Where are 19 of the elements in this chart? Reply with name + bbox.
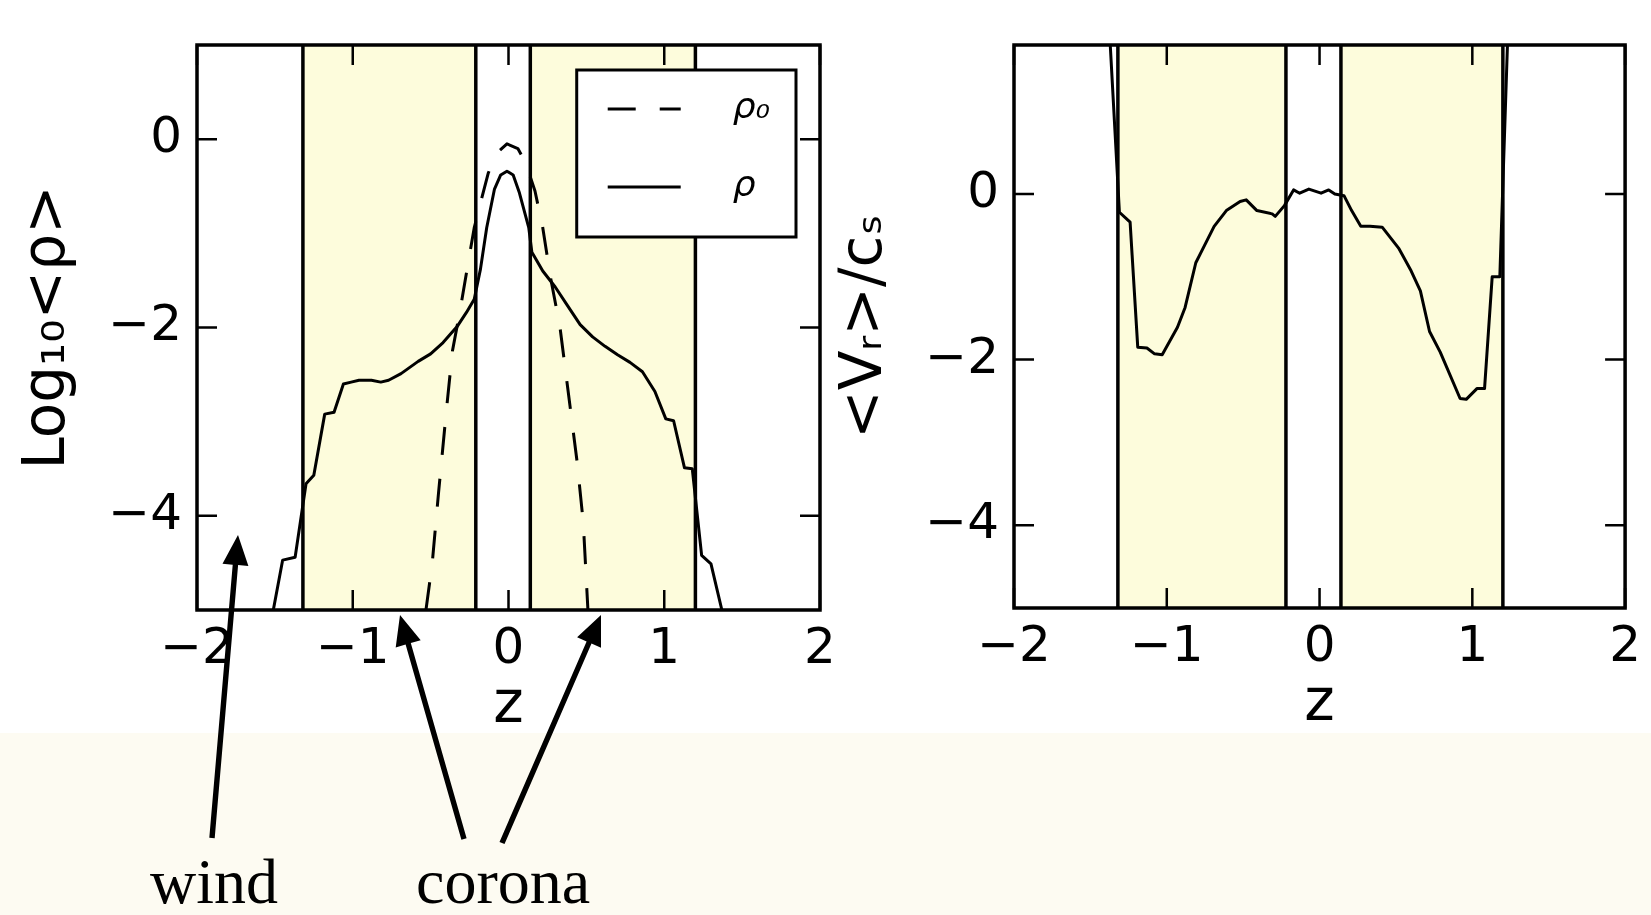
text: wind [150, 846, 278, 915]
y-tick-label: 0 [150, 106, 182, 165]
x-tick-label: −1 [1129, 614, 1204, 673]
y-tick-label: −2 [108, 294, 182, 353]
x-tick-label: 1 [648, 616, 681, 675]
text: corona [416, 846, 591, 915]
legend-label: ρ₀ [732, 85, 771, 127]
x-tick-label: 1 [1456, 614, 1489, 673]
legend-label: ρ [732, 163, 756, 205]
x-tick-label: 2 [804, 616, 836, 675]
x-tick-label: −1 [315, 616, 390, 675]
y-axis-title: <Vᵣ>/cₛ [827, 214, 895, 439]
y-tick-label: −2 [925, 326, 999, 385]
y-tick-label: −4 [925, 492, 999, 551]
y-tick-label: 0 [967, 161, 999, 220]
y-axis-title: Log₁₀<ρ> [10, 185, 78, 470]
x-tick-label: 2 [1609, 614, 1641, 673]
y-tick-label: −4 [108, 482, 182, 541]
x-tick-label: −2 [977, 614, 1051, 673]
